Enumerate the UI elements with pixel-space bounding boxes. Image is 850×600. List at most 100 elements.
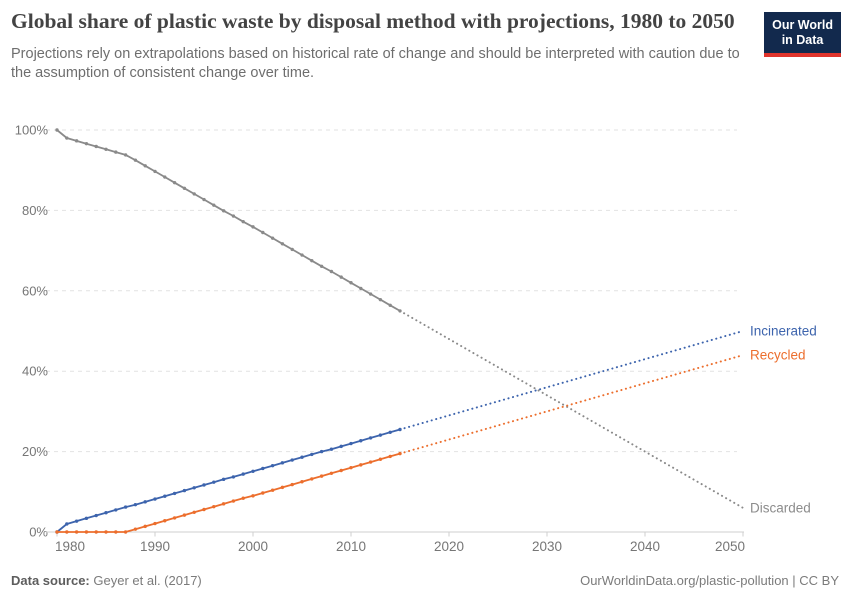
series-point-incinerated-2012[interactable] (368, 436, 373, 440)
series-point-recycled-2005[interactable] (300, 480, 304, 484)
series-point-incinerated-1995[interactable] (202, 483, 206, 487)
series-point-recycled-2010[interactable] (349, 465, 353, 470)
series-point-recycled-1993[interactable] (182, 513, 187, 517)
series-point-recycled-1989[interactable] (143, 524, 147, 529)
series-point-incinerated-2005[interactable] (300, 455, 304, 459)
series-point-incinerated-2001[interactable] (261, 466, 265, 471)
series-point-discarded-2002[interactable] (270, 236, 275, 240)
series-point-discarded-1995[interactable] (202, 197, 206, 202)
series-label-discarded[interactable]: Discarded (750, 500, 811, 515)
series-point-recycled-2008[interactable] (329, 471, 334, 476)
series-point-recycled-2003[interactable] (280, 485, 285, 490)
series-point-recycled-1992[interactable] (172, 516, 177, 520)
series-point-recycled-2009[interactable] (339, 468, 343, 473)
series-point-discarded-1986[interactable] (114, 150, 118, 154)
series-point-recycled-1980[interactable] (55, 530, 59, 534)
series-point-incinerated-2007[interactable] (319, 449, 324, 454)
series-point-discarded-1999[interactable] (241, 219, 245, 224)
series-point-recycled-1999[interactable] (241, 496, 245, 500)
series-point-incinerated-1989[interactable] (143, 500, 147, 504)
series-point-discarded-1980[interactable] (55, 128, 59, 132)
series-point-recycled-1981[interactable] (65, 530, 69, 534)
series-point-incinerated-1993[interactable] (182, 488, 187, 493)
series-point-discarded-1985[interactable] (104, 147, 108, 151)
series-point-recycled-2001[interactable] (261, 491, 265, 495)
series-line-incinerated[interactable] (56, 428, 401, 533)
series-point-incinerated-1981[interactable] (65, 522, 69, 526)
series-point-recycled-1982[interactable] (74, 530, 79, 534)
series-point-recycled-1986[interactable] (114, 530, 118, 534)
series-point-discarded-2005[interactable] (300, 253, 304, 257)
series-point-incinerated-1997[interactable] (221, 477, 226, 482)
series-point-discarded-1992[interactable] (172, 180, 177, 185)
series-point-recycled-2004[interactable] (290, 482, 294, 487)
series-point-incinerated-2013[interactable] (378, 433, 383, 437)
series-point-incinerated-1987[interactable] (123, 505, 128, 509)
series-point-discarded-2014[interactable] (388, 303, 392, 307)
series-point-discarded-2009[interactable] (339, 275, 343, 279)
series-label-incinerated[interactable]: Incinerated (750, 324, 817, 339)
series-point-discarded-1981[interactable] (65, 136, 69, 140)
series-point-recycled-2007[interactable] (319, 474, 324, 478)
series-point-discarded-2012[interactable] (368, 292, 373, 296)
series-point-incinerated-2006[interactable] (310, 452, 314, 457)
series-point-incinerated-1984[interactable] (94, 513, 98, 518)
series-point-incinerated-1988[interactable] (133, 502, 138, 507)
series-point-incinerated-2002[interactable] (270, 463, 275, 468)
series-point-discarded-1990[interactable] (153, 169, 157, 174)
series-point-discarded-1998[interactable] (231, 214, 236, 218)
series-point-discarded-2000[interactable] (251, 225, 255, 229)
series-point-incinerated-1990[interactable] (153, 497, 157, 501)
series-projection-incinerated[interactable] (399, 330, 744, 431)
series-point-recycled-2014[interactable] (388, 454, 392, 459)
series-point-recycled-2013[interactable] (378, 457, 383, 461)
series-point-incinerated-2014[interactable] (388, 430, 392, 435)
series-point-discarded-1997[interactable] (221, 209, 226, 213)
series-point-incinerated-2000[interactable] (251, 469, 255, 473)
series-point-discarded-1982[interactable] (74, 139, 79, 143)
series-point-discarded-1989[interactable] (143, 164, 147, 168)
series-point-discarded-1991[interactable] (163, 175, 167, 179)
series-point-discarded-2008[interactable] (329, 269, 334, 274)
series-point-incinerated-1986[interactable] (114, 508, 118, 512)
series-point-recycled-2011[interactable] (359, 463, 363, 467)
series-point-discarded-2007[interactable] (319, 264, 324, 268)
series-point-recycled-1991[interactable] (163, 519, 167, 523)
owid-logo[interactable]: Our World in Data (764, 12, 841, 57)
series-projection-recycled[interactable] (399, 354, 744, 455)
series-point-incinerated-1982[interactable] (74, 519, 79, 523)
series-point-recycled-1997[interactable] (221, 502, 226, 506)
series-projection-discarded[interactable] (399, 309, 744, 509)
series-point-incinerated-2009[interactable] (339, 444, 343, 449)
series-point-recycled-1988[interactable] (133, 527, 138, 531)
series-point-discarded-2004[interactable] (290, 247, 294, 252)
series-point-incinerated-1998[interactable] (231, 475, 236, 479)
series-point-recycled-1998[interactable] (231, 499, 236, 503)
series-point-discarded-2001[interactable] (261, 230, 265, 235)
series-point-recycled-1987[interactable] (123, 530, 128, 534)
series-point-discarded-1987[interactable] (123, 153, 128, 157)
series-line-discarded[interactable] (56, 129, 401, 312)
series-point-incinerated-2010[interactable] (349, 441, 353, 446)
series-point-recycled-2002[interactable] (270, 488, 275, 492)
series-point-incinerated-1983[interactable] (84, 516, 89, 521)
series-label-recycled[interactable]: Recycled (750, 348, 806, 363)
series-point-discarded-2003[interactable] (280, 242, 285, 246)
series-point-discarded-1993[interactable] (182, 186, 187, 190)
series-point-recycled-1984[interactable] (94, 530, 98, 534)
series-point-incinerated-2008[interactable] (329, 447, 334, 451)
series-point-incinerated-1999[interactable] (241, 472, 245, 476)
series-point-recycled-1994[interactable] (192, 510, 196, 515)
series-point-recycled-1990[interactable] (153, 521, 157, 526)
credit-line[interactable]: OurWorldinData.org/plastic-pollution | C… (580, 573, 839, 588)
series-point-incinerated-2011[interactable] (359, 439, 363, 443)
series-point-recycled-1985[interactable] (104, 530, 108, 534)
series-point-incinerated-1996[interactable] (212, 480, 216, 484)
series-point-recycled-1995[interactable] (202, 507, 206, 512)
series-point-incinerated-2003[interactable] (280, 461, 285, 465)
series-point-recycled-1996[interactable] (212, 504, 216, 509)
series-point-discarded-2013[interactable] (378, 297, 383, 302)
series-point-recycled-2012[interactable] (368, 460, 373, 464)
series-point-discarded-1988[interactable] (133, 158, 138, 162)
series-point-discarded-1984[interactable] (94, 144, 98, 149)
